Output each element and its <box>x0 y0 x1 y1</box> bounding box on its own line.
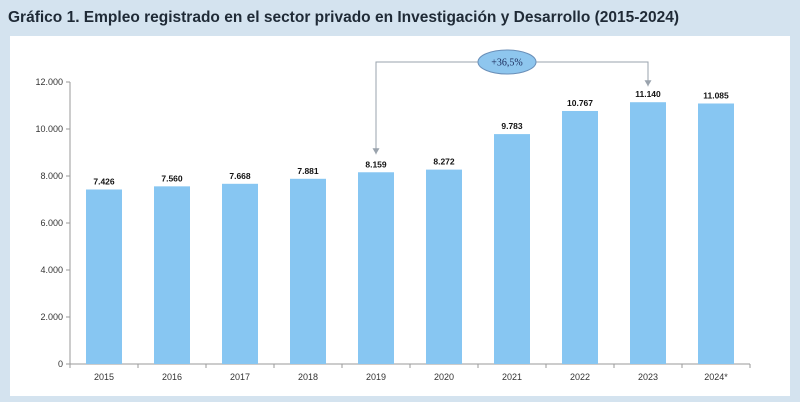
data-label-2015: 7.426 <box>93 176 115 186</box>
data-label-2024: 11.085 <box>703 91 729 101</box>
bar-2022 <box>562 110 598 365</box>
data-label-2023: 11.140 <box>635 89 661 99</box>
bar-2020 <box>426 169 462 364</box>
bar-2024 <box>698 103 734 364</box>
x-tick-label-2023: 2023 <box>638 372 658 382</box>
chart-title: Gráfico 1. Empleo registrado en el secto… <box>8 9 680 26</box>
y-tick-label: 6.000 <box>40 218 63 228</box>
data-label-2021: 9.783 <box>501 121 523 131</box>
x-tick-label-2016: 2016 <box>162 372 182 382</box>
y-tick-label: 2.000 <box>40 312 63 322</box>
x-tick-label-2018: 2018 <box>298 372 318 382</box>
x-tick-label-2017: 2017 <box>230 372 250 382</box>
bar-2023 <box>630 102 666 365</box>
y-tick-label: 0 <box>58 359 63 369</box>
arrowhead-icon <box>644 80 652 87</box>
bar-2016 <box>154 186 190 364</box>
data-label-2018: 7.881 <box>297 166 319 176</box>
bar-2017 <box>222 183 258 364</box>
bar-2019 <box>358 172 394 364</box>
bar-2015 <box>86 189 122 364</box>
y-tick-label: 10.000 <box>35 124 63 134</box>
growth-annotation-label: +36,5% <box>491 58 522 69</box>
x-tick-label-2015: 2015 <box>94 372 114 382</box>
y-tick-label: 12.000 <box>35 77 63 87</box>
growth-bubble <box>477 49 537 75</box>
bar-2018 <box>290 178 326 364</box>
data-label-2020: 8.272 <box>433 157 455 167</box>
y-tick-label: 4.000 <box>40 265 63 275</box>
y-tick-label: 8.000 <box>40 171 63 181</box>
x-tick-label-2020: 2020 <box>434 372 454 382</box>
x-tick-label-2021: 2021 <box>502 372 522 382</box>
data-label-2017: 7.668 <box>229 171 251 181</box>
data-label-2016: 7.560 <box>161 173 183 183</box>
data-label-2019: 8.159 <box>365 159 387 169</box>
x-tick-label-2024: 2024* <box>704 372 728 382</box>
bar-2021 <box>494 134 530 364</box>
x-tick-label-2022: 2022 <box>570 372 590 382</box>
arrowhead-icon <box>372 148 380 155</box>
x-tick-label-2019: 2019 <box>366 372 386 382</box>
data-label-2022: 10.767 <box>567 98 593 108</box>
